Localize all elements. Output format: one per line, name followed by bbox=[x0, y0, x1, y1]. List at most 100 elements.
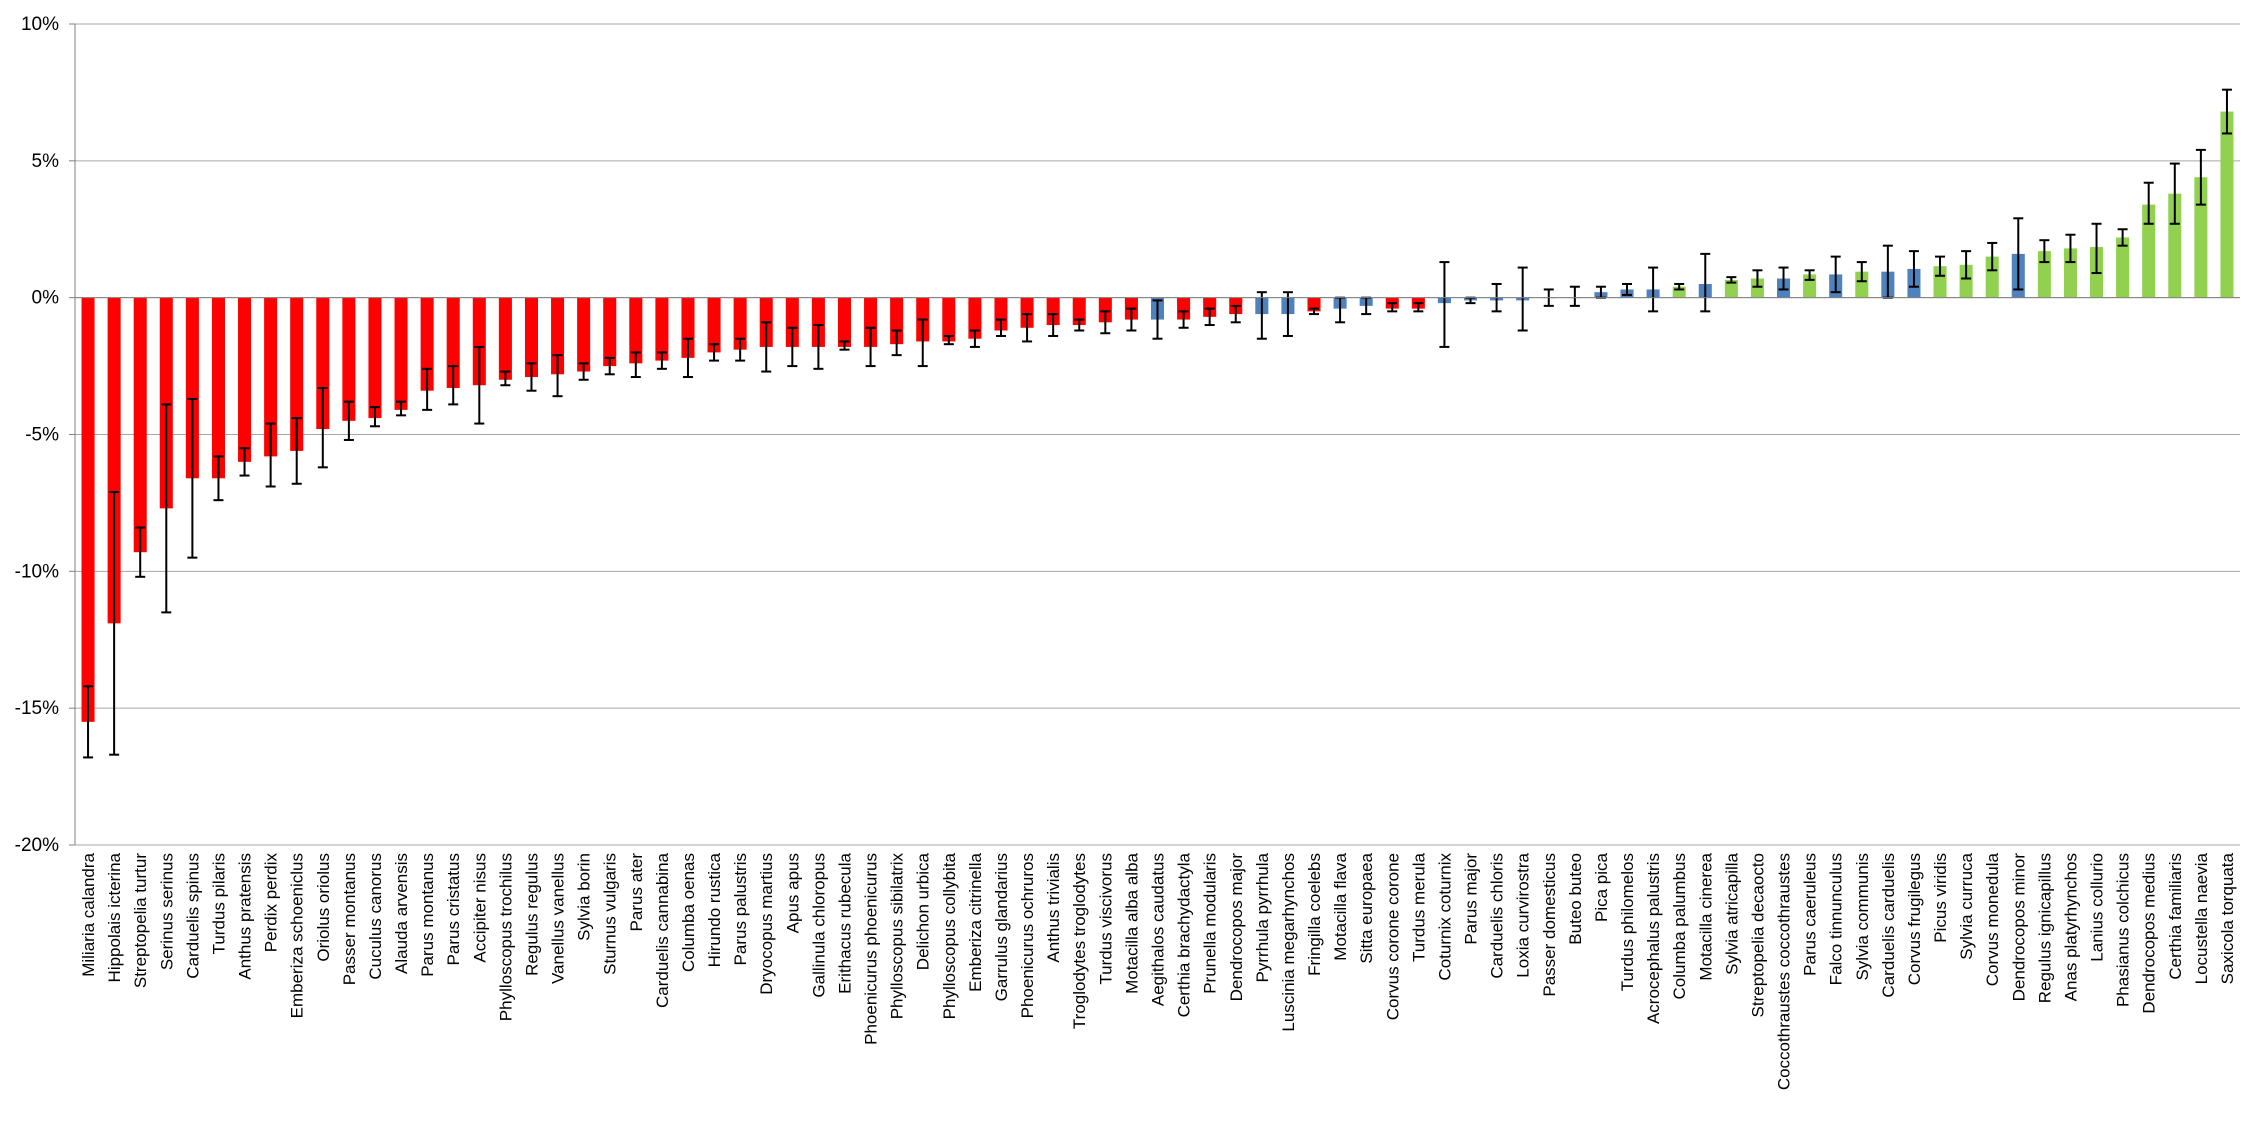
x-tick-label: Pica pica bbox=[1592, 852, 1611, 922]
x-tick-label: Lanius collurio bbox=[2088, 853, 2107, 962]
x-tick-label: Apus apus bbox=[783, 853, 802, 933]
x-tick-label: Loxia curvirostra bbox=[1514, 852, 1533, 977]
bar bbox=[890, 297, 904, 345]
x-tick-label: Oriolus oriolus bbox=[314, 853, 333, 962]
x-tick-label: Luscinia megarhynchos bbox=[1279, 853, 1298, 1032]
bar bbox=[1020, 297, 1034, 328]
x-tick-label: Sylvia curruca bbox=[1957, 852, 1976, 959]
bar bbox=[1177, 297, 1191, 320]
x-tick-label: Locustella naevia bbox=[2192, 852, 2211, 984]
x-tick-label: Vanellus vanellus bbox=[549, 853, 568, 984]
x-tick-label: Hirundo rustica bbox=[705, 852, 724, 967]
x-tick-label: Turdus merula bbox=[1409, 852, 1428, 962]
x-tick-label: Passer montanus bbox=[340, 853, 359, 985]
bar bbox=[968, 297, 982, 339]
bar bbox=[1933, 266, 1947, 298]
bar bbox=[994, 297, 1008, 331]
bar bbox=[942, 297, 956, 342]
bar bbox=[81, 297, 95, 722]
x-tick-label: Phylloscopus sibilatrix bbox=[888, 853, 907, 1020]
y-tick-label: -20% bbox=[15, 835, 59, 856]
bar bbox=[2063, 248, 2077, 298]
x-tick-label: Turdus philomelos bbox=[1618, 853, 1637, 991]
bar bbox=[603, 297, 617, 367]
y-axis-tick-labels: 10% 5% 0% -5% -10% -15% -20% bbox=[15, 14, 59, 856]
bar bbox=[316, 297, 330, 430]
x-tick-label: Turdus pilaris bbox=[209, 853, 228, 954]
x-tick-label: Certhia familiaris bbox=[2166, 853, 2185, 980]
bar bbox=[1959, 264, 1973, 298]
bars bbox=[81, 111, 2234, 722]
bar bbox=[785, 297, 799, 347]
bar bbox=[681, 297, 695, 358]
x-tick-label: Gallinula chloropus bbox=[809, 853, 828, 998]
bar bbox=[1072, 297, 1086, 326]
x-tick-label: Certhia brachydactyla bbox=[1175, 852, 1194, 1017]
bar bbox=[420, 297, 434, 391]
y-tick-label: 5% bbox=[32, 151, 60, 172]
bar bbox=[498, 297, 512, 380]
x-tick-label: Falco tinnunculus bbox=[1827, 853, 1846, 985]
x-tick-label: Delichon urbica bbox=[914, 852, 933, 970]
bar bbox=[629, 297, 643, 364]
bar bbox=[524, 297, 538, 378]
x-tick-label: Perdix perdix bbox=[262, 853, 281, 953]
x-tick-label: Phoenicurus phoenicurus bbox=[862, 853, 881, 1045]
bar bbox=[1672, 286, 1686, 298]
bar bbox=[394, 297, 408, 410]
x-tick-label: Emberiza schoeniclus bbox=[288, 853, 307, 1018]
x-tick-label: Aegithalos caudatus bbox=[1149, 853, 1168, 1006]
bar bbox=[2168, 193, 2182, 298]
x-tick-label: Motacilla flava bbox=[1331, 852, 1350, 960]
x-tick-label: Anas platyrhynchos bbox=[2061, 853, 2080, 1001]
x-tick-label: Emberiza citrinella bbox=[966, 852, 985, 991]
x-tick-label: Dendrocopos major bbox=[1227, 853, 1246, 1002]
x-axis-tick-labels: Miliaria calandra Hippolais icterina Strep… bbox=[79, 852, 2237, 1090]
x-tick-label: Corvus corone corone bbox=[1383, 853, 1402, 1020]
x-tick-label: Streptopelia turtur bbox=[131, 853, 150, 988]
x-tick-label: Sylvia borin bbox=[575, 853, 594, 941]
bar bbox=[472, 297, 486, 386]
x-tick-label: Motacilla alba alba bbox=[1122, 852, 1141, 993]
x-tick-label: Phoenicurus ochruros bbox=[1018, 853, 1037, 1018]
x-tick-label: Miliaria calandra bbox=[79, 852, 98, 976]
bar bbox=[811, 297, 825, 347]
x-tick-label: Anthus trivialis bbox=[1044, 853, 1063, 963]
x-tick-label: Carduelis spinus bbox=[183, 853, 202, 979]
x-tick-label: Turdus viscivorus bbox=[1096, 853, 1115, 985]
bar bbox=[159, 297, 173, 509]
bar bbox=[707, 297, 721, 353]
bar bbox=[1750, 278, 1764, 298]
x-tick-label: Sylvia atricapilla bbox=[1722, 852, 1741, 974]
x-tick-label: Parus caeruleus bbox=[1801, 853, 1820, 976]
bar bbox=[290, 297, 304, 451]
x-tick-label: Saxicola torquata bbox=[2218, 852, 2237, 984]
x-tick-label: Pyrrhula pyrrhula bbox=[1253, 852, 1272, 982]
x-tick-label: Prunella modularis bbox=[1201, 853, 1220, 994]
x-tick-label: Sitta europaea bbox=[1357, 852, 1376, 963]
x-tick-label: Dendrocopos minor bbox=[2009, 853, 2028, 1002]
x-tick-label: Phasianus colchicus bbox=[2114, 853, 2133, 1007]
y-tick-label: 0% bbox=[32, 288, 60, 309]
x-tick-label: Accipiter nisus bbox=[470, 853, 489, 963]
x-tick-label: Streptopelia decaocto bbox=[1748, 853, 1767, 1017]
bar bbox=[264, 297, 278, 457]
y-tick-label: -5% bbox=[25, 425, 59, 446]
y-tick-label: -10% bbox=[15, 561, 59, 582]
x-tick-label: Columba oenas bbox=[679, 853, 698, 972]
x-tick-label: Alauda arvensis bbox=[392, 853, 411, 974]
x-tick-label: Anthus pratensis bbox=[236, 853, 255, 980]
bar bbox=[1985, 256, 1999, 298]
x-tick-label: Buteo buteo bbox=[1566, 853, 1585, 945]
x-tick-label: Passer domesticus bbox=[1540, 853, 1559, 997]
bar bbox=[133, 297, 147, 553]
bar bbox=[655, 297, 669, 361]
x-tick-label: Parus ater bbox=[627, 853, 646, 932]
bar bbox=[185, 297, 199, 479]
bar bbox=[1724, 279, 1738, 298]
x-tick-label: Hippolais icterina bbox=[105, 852, 124, 982]
bar bbox=[2194, 177, 2208, 298]
x-tick-label: Columba palumbus bbox=[1670, 853, 1689, 999]
x-tick-label: Coturnix coturnix bbox=[1435, 853, 1454, 981]
bar bbox=[1855, 271, 1869, 298]
